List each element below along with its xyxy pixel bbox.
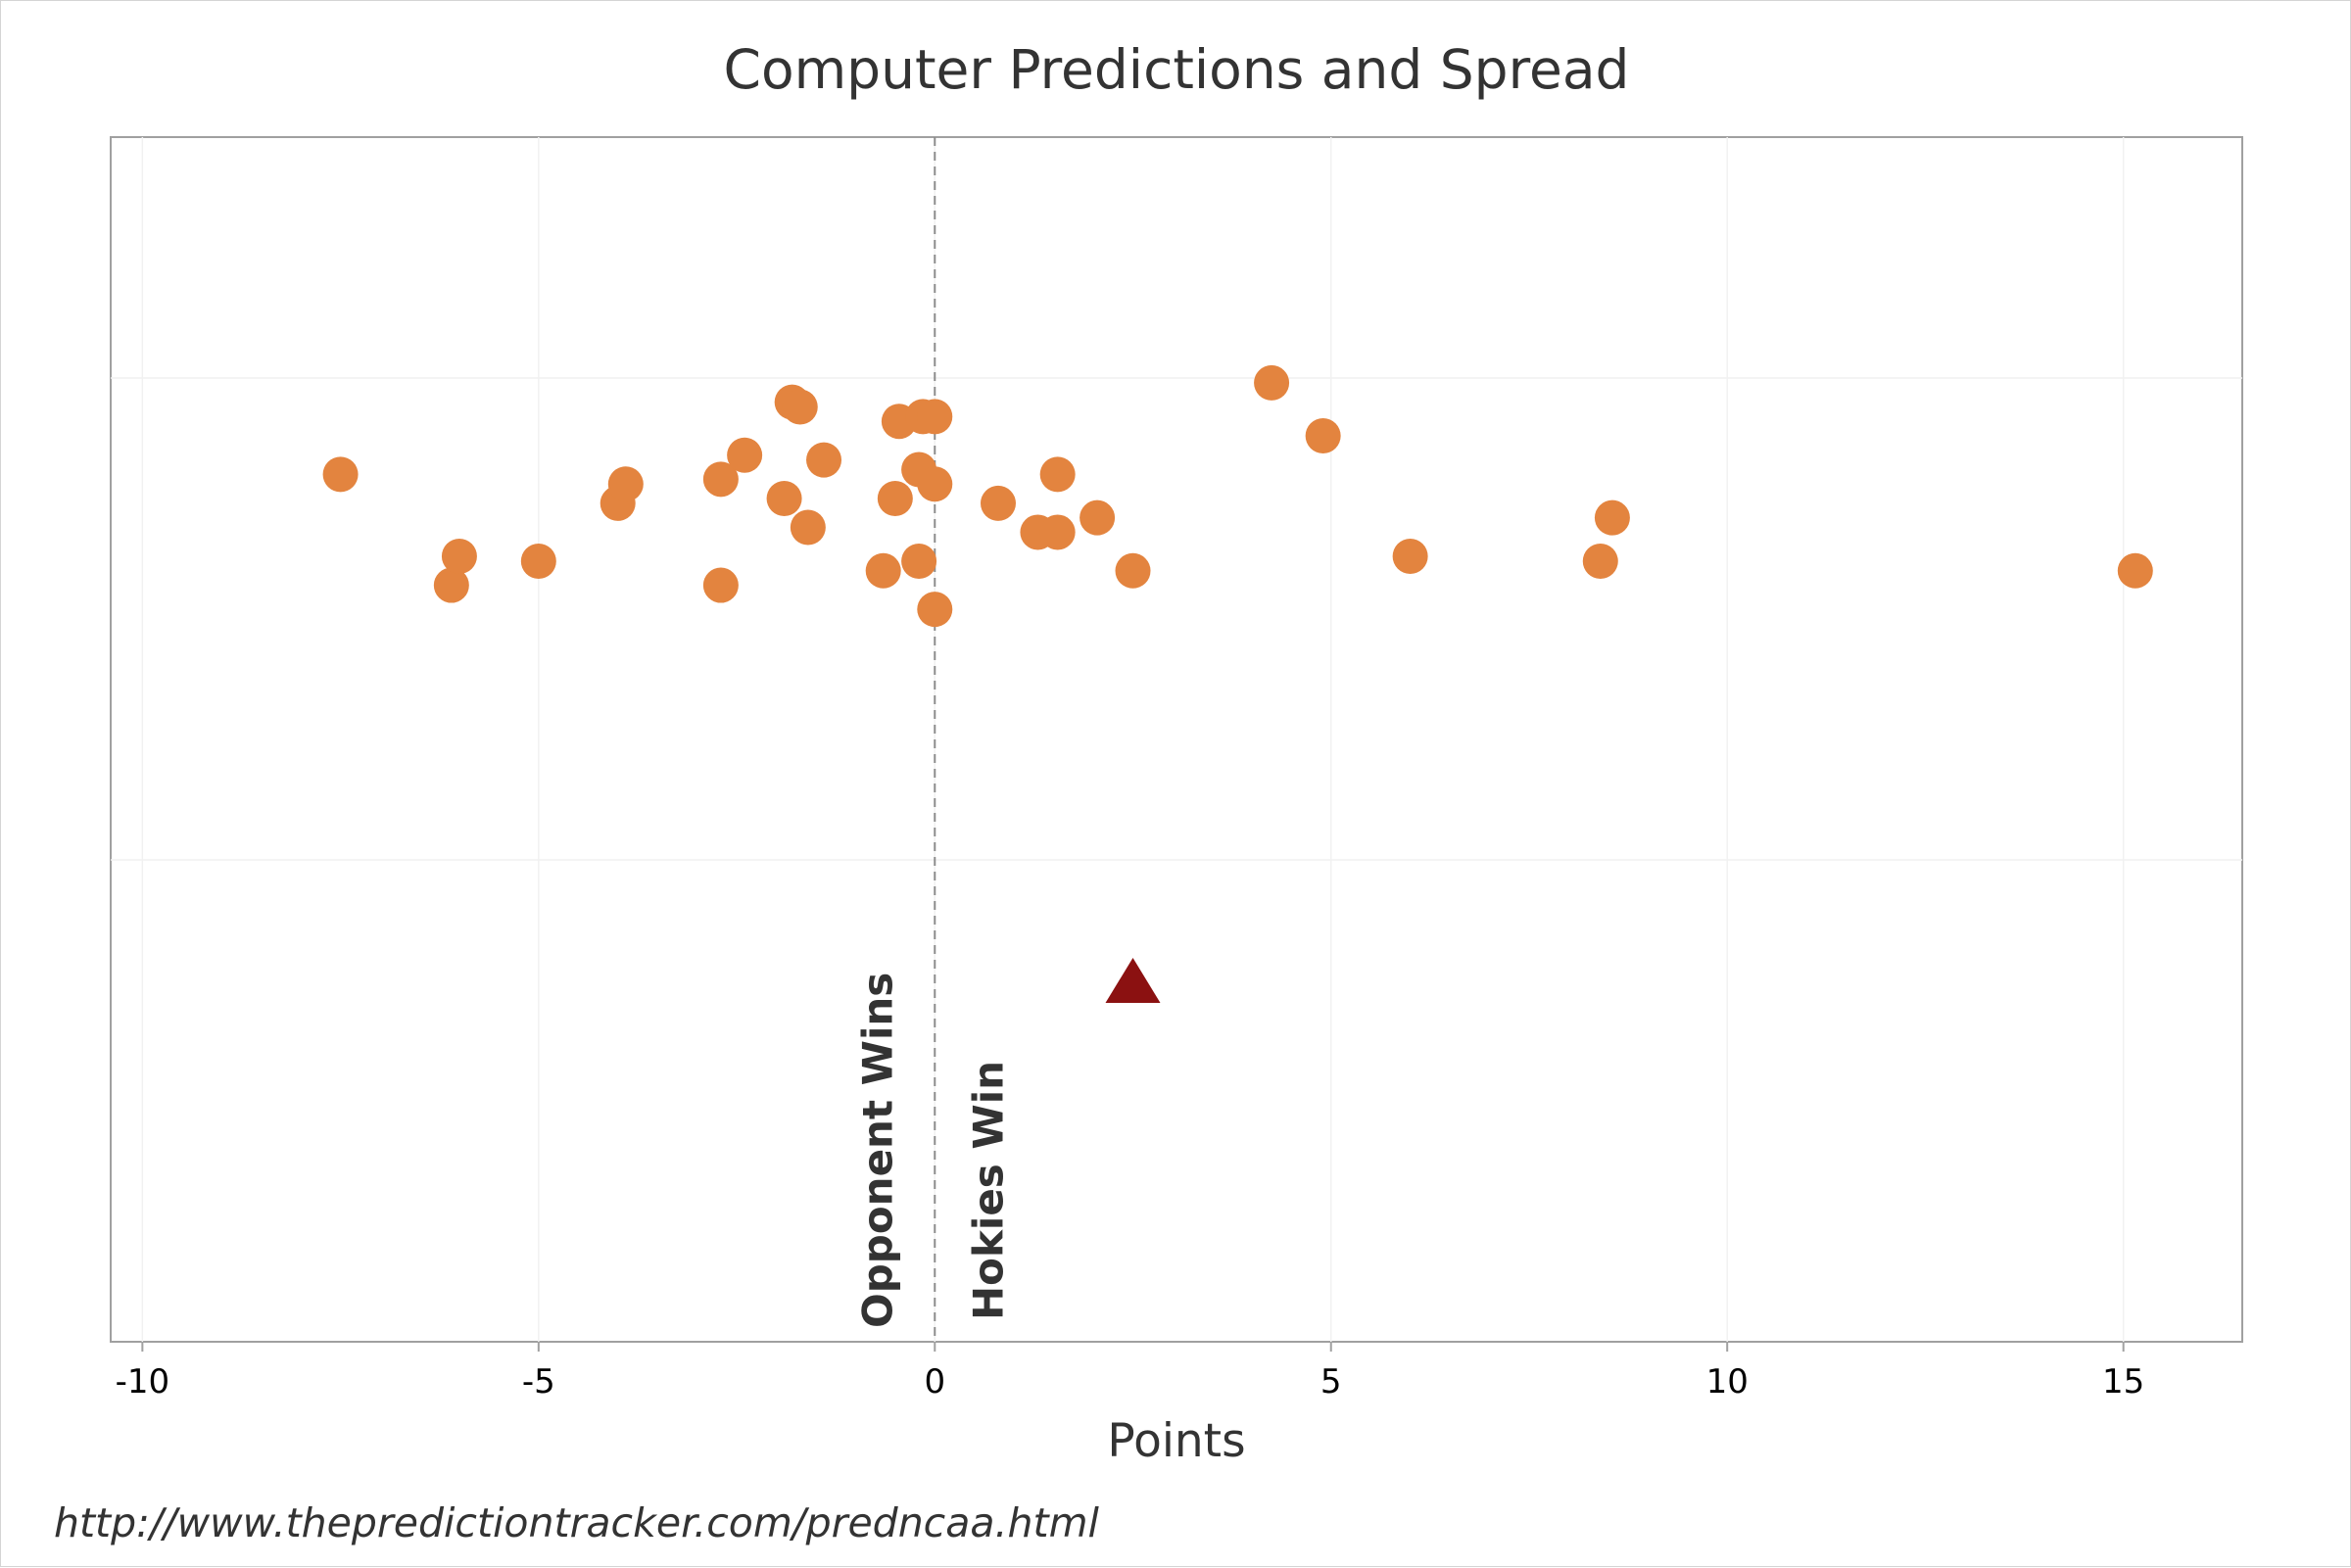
prediction-point — [790, 509, 826, 546]
x-tick-label: 10 — [1706, 1362, 1749, 1402]
data-points — [322, 364, 2153, 1003]
prediction-point — [901, 543, 937, 579]
prediction-point — [1039, 514, 1076, 550]
annotation-hokies-win: Hokies Win — [964, 1061, 1012, 1320]
prediction-point — [433, 567, 469, 603]
prediction-point — [702, 567, 739, 603]
prediction-point — [1115, 552, 1151, 589]
prediction-point — [607, 466, 644, 502]
x-axis: -10 -5 0 5 10 15 — [116, 1342, 2144, 1402]
spread-marker — [1105, 958, 1161, 1003]
prediction-point — [1080, 499, 1116, 536]
source-url: http://www.thepredictiontracker.com/pred… — [54, 1499, 1100, 1546]
prediction-point — [877, 481, 913, 516]
prediction-point — [1594, 499, 1630, 536]
prediction-point — [727, 437, 763, 473]
x-tick-label: -10 — [116, 1362, 170, 1402]
x-tick-label: 0 — [924, 1362, 945, 1402]
x-axis-title: Points — [1107, 1414, 1245, 1468]
prediction-point — [980, 485, 1016, 521]
prediction-point — [917, 466, 953, 502]
prediction-point — [2117, 552, 2153, 589]
prediction-point — [1392, 539, 1428, 575]
prediction-point — [806, 442, 842, 478]
prediction-point — [702, 461, 739, 498]
prediction-point — [1582, 543, 1618, 579]
prediction-point — [917, 592, 953, 628]
prediction-point — [782, 389, 818, 425]
x-tick-label: 5 — [1320, 1362, 1342, 1402]
annotation-opponent-wins: Opponent Wins — [853, 973, 901, 1328]
prediction-point — [766, 481, 802, 516]
prediction-point — [322, 456, 359, 493]
plot-area — [110, 136, 2243, 1343]
prediction-point — [1254, 364, 1290, 401]
prediction-point — [1039, 456, 1076, 493]
chart-title: Computer Predictions and Spread — [724, 38, 1630, 101]
grid-lines — [111, 137, 2242, 1342]
prediction-point — [1305, 418, 1341, 454]
prediction-point — [441, 539, 477, 575]
prediction-point — [917, 399, 953, 435]
prediction-point — [865, 552, 901, 589]
x-tick-label: -5 — [522, 1362, 555, 1402]
prediction-point — [520, 543, 556, 579]
x-tick-label: 15 — [2102, 1362, 2144, 1402]
